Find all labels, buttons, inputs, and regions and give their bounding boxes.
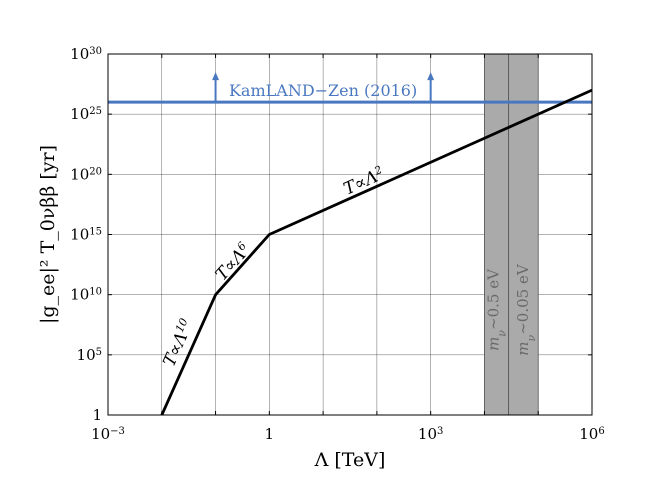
limit-arrow-head (212, 72, 220, 81)
x-axis-label: Λ [TeV] (314, 449, 386, 471)
x-tick-label: 103 (418, 425, 443, 443)
y-tick-label: 1010 (70, 286, 102, 304)
plot-frame (107, 53, 593, 416)
y-axis-label: |g_ee|² T_0νββ [yr] (37, 145, 59, 324)
y-tick-label: 1015 (70, 226, 102, 244)
band-label: mν∼0.05 eV (514, 263, 538, 356)
x-tick-label: 1 (265, 425, 275, 443)
y-tick-label: 105 (77, 346, 102, 364)
segment-label: T∝Λ6 (211, 239, 255, 285)
kamland-zen-limit: KamLAND−Zen (2016) (108, 72, 592, 104)
y-tick-label: 1020 (70, 165, 102, 183)
axis-labels: Λ [TeV] |g_ee|² T_0νββ [yr] (37, 145, 385, 471)
segment-label: T∝Λ10 (158, 316, 198, 370)
y-tick-label: 1 (92, 406, 102, 424)
mass-band (484, 53, 510, 416)
y-tick-label: 1025 (70, 105, 102, 123)
x-tick-label: 10−3 (91, 425, 125, 443)
y-tick-label: 1030 (70, 45, 102, 63)
segment-label: T∝Λ2 (340, 163, 387, 200)
data-series: T∝Λ10 T∝Λ6 T∝Λ2 (158, 88, 593, 416)
limit-arrow-head (427, 72, 435, 81)
series-line (160, 88, 593, 416)
x-tick-label: 106 (579, 425, 604, 443)
mass-band (508, 53, 539, 416)
limit-label: KamLAND−Zen (2016) (229, 81, 417, 100)
band-label: mν∼0.5 eV (485, 268, 509, 351)
